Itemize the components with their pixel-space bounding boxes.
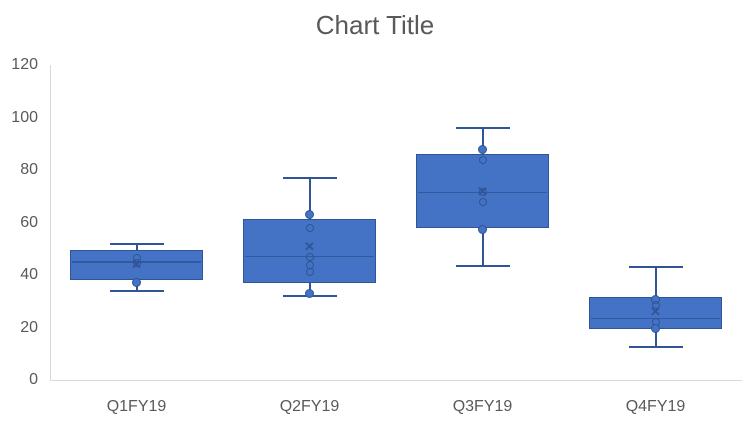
mean-marker-icon: ✕ <box>131 256 142 272</box>
x-axis-category-label: Q4FY19 <box>625 398 686 415</box>
whisker-high-line-q2fy19 <box>308 177 311 219</box>
data-point-marker-open <box>305 260 314 269</box>
y-axis-tick-label: 40 <box>20 266 38 283</box>
x-axis-line <box>50 380 742 381</box>
data-point-marker-open <box>305 252 314 261</box>
data-point-marker-open <box>478 155 487 164</box>
whisker-low-line-q3fy19 <box>481 227 484 266</box>
data-point-marker-open <box>478 197 487 206</box>
data-point-marker-open <box>305 223 314 232</box>
data-point-marker-open <box>305 268 314 277</box>
chart-title: Chart Title <box>315 10 435 40</box>
data-point-marker-filled <box>305 288 314 298</box>
y-axis-tick-label: 60 <box>20 213 38 231</box>
data-point-marker-filled <box>651 324 660 334</box>
whisker-high-cap-q1fy19 <box>109 242 164 245</box>
y-axis-tick-label: 20 <box>20 318 38 336</box>
y-axis-tick-label: 120 <box>11 56 38 73</box>
whisker-low-cap-q3fy19 <box>455 264 510 267</box>
data-point-marker-open <box>132 259 141 268</box>
x-axis-category-label: Q1FY19 <box>106 398 167 415</box>
y-axis-tick-label: 0 <box>29 371 38 388</box>
data-point-marker-filled <box>132 278 141 288</box>
whisker-low-cap-q1fy19 <box>109 289 164 292</box>
data-point-marker-open <box>651 301 660 310</box>
whisker-high-cap-q4fy19 <box>628 266 683 269</box>
whisker-high-line-q1fy19 <box>135 243 138 251</box>
mean-marker-icon: ✕ <box>304 239 315 255</box>
data-point-marker-filled <box>478 144 487 154</box>
whisker-high-line-q4fy19 <box>654 267 657 298</box>
whisker-high-line-q3fy19 <box>481 128 484 155</box>
x-axis-category-label: Q2FY19 <box>279 398 340 415</box>
whisker-high-cap-q2fy19 <box>282 176 337 179</box>
mean-marker-icon: ✕ <box>477 184 488 200</box>
data-point-marker-filled <box>478 224 487 234</box>
mean-marker-icon: ✕ <box>650 303 661 319</box>
y-axis-tick-label: 80 <box>20 161 38 178</box>
x-axis-category-label: Q3FY19 <box>452 398 513 415</box>
whisker-low-line-q4fy19 <box>654 328 657 348</box>
y-axis-line <box>50 65 51 380</box>
y-axis-tick-label: 100 <box>11 108 38 126</box>
data-point-marker-filled <box>305 210 314 220</box>
data-point-marker-open <box>478 188 487 197</box>
whisker-low-cap-q4fy19 <box>628 346 683 349</box>
whisker-high-cap-q3fy19 <box>455 127 510 129</box>
